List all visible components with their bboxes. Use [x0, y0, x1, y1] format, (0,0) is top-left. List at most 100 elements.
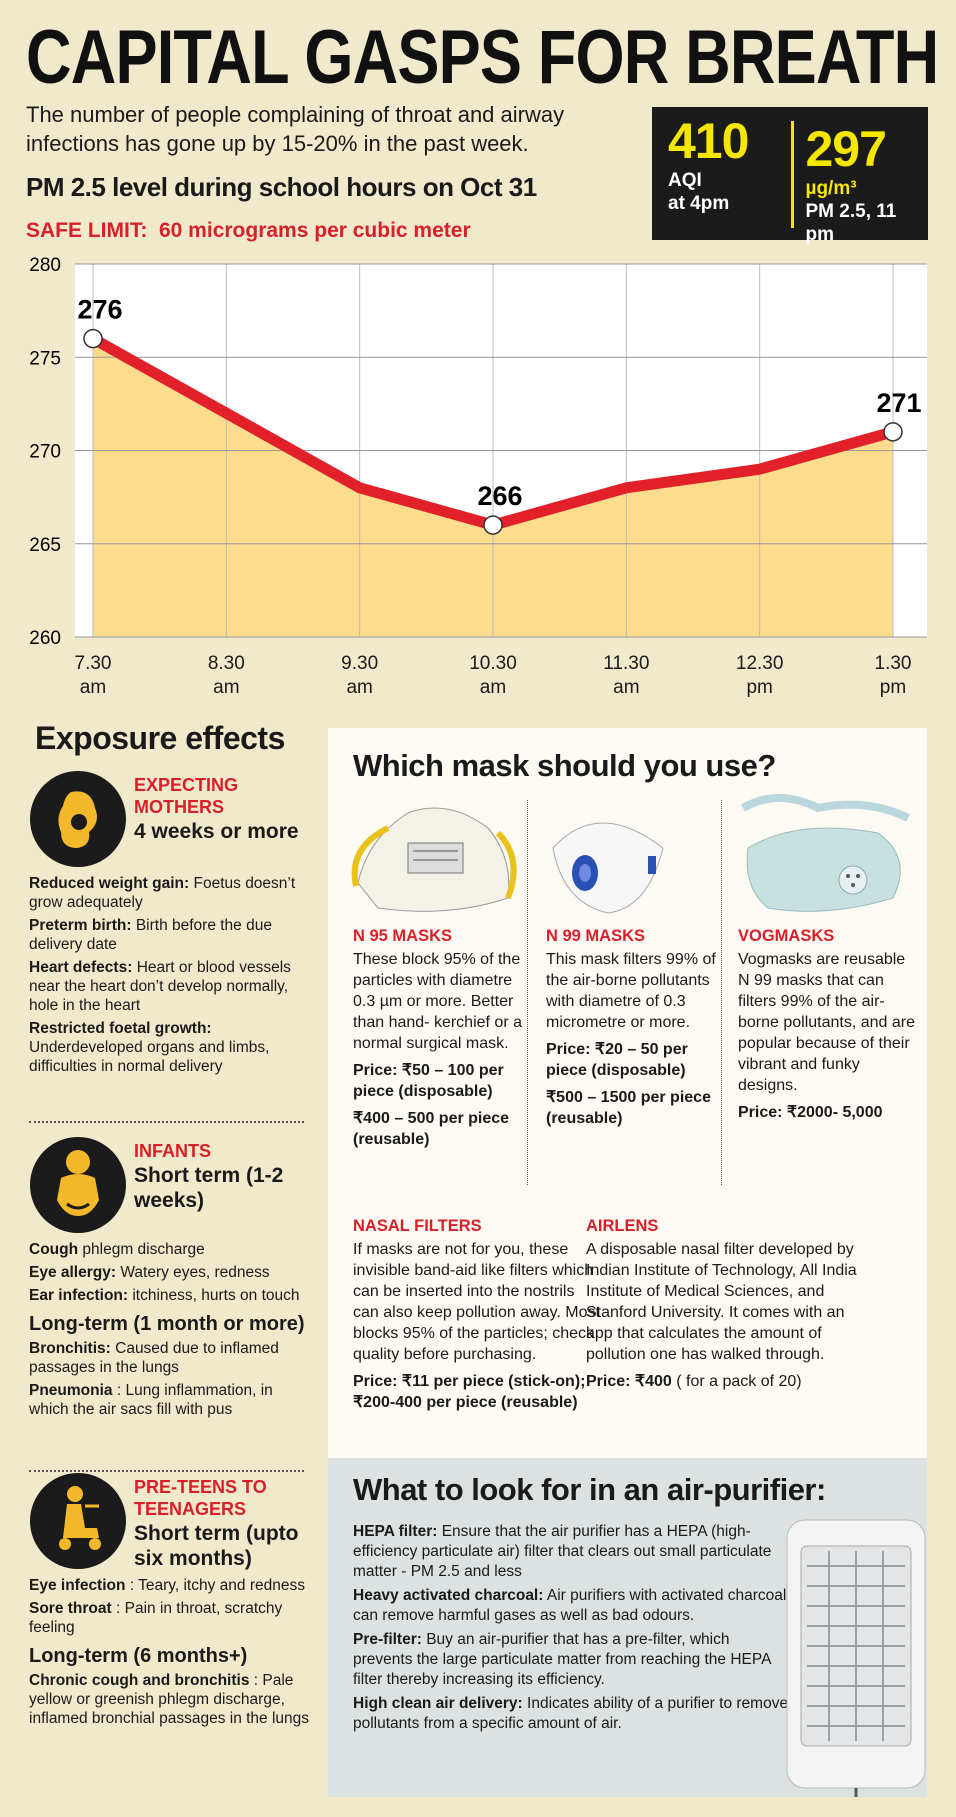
- value-label: 266: [477, 481, 522, 511]
- effect-item: Eye allergy: Watery eyes, redness: [29, 1263, 311, 1282]
- effect-text: : Lung inflammation, in which the air sa…: [29, 1382, 273, 1418]
- effect-item: Cough phlegm discharge: [29, 1240, 311, 1259]
- mask-column: VOGMASKS Vogmasks are reusable N 99 masks…: [738, 926, 916, 1123]
- vogmask-image: [741, 794, 910, 912]
- effect-item: Reduced weight gain: Foetus doesn’t grow…: [29, 874, 311, 912]
- filter-price: Price: ₹400 ( for a pack of 20): [586, 1371, 861, 1392]
- mask-column: N 95 MASKS These block 95% of the particl…: [353, 926, 531, 1150]
- value-label: 276: [77, 295, 122, 325]
- effect-term: Heart defects:: [29, 959, 133, 976]
- y-tick-label: 270: [29, 442, 61, 463]
- filter-column: NASAL FILTERS If masks are not for you, t…: [353, 1216, 601, 1413]
- effect-term: Preterm birth:: [29, 917, 132, 934]
- purifier-item: High clean air delivery: Indicates abili…: [353, 1694, 793, 1734]
- effect-text: Heart or blood vessels near the heart do…: [29, 959, 291, 1014]
- price-note: ( for a pack of 20): [671, 1373, 802, 1390]
- effect-term: Chronic cough and bronchitis: [29, 1672, 250, 1689]
- exposure-group: PRE-TEENS TO TEENAGERS Short term (upto s…: [29, 1472, 311, 1732]
- purifier-item: HEPA filter: Ensure that the air purifie…: [353, 1522, 793, 1582]
- mask-price: Price: ₹20 – 50 per piece (disposable): [546, 1041, 688, 1079]
- purifier-item: Heavy activated charcoal: Air purifiers …: [353, 1586, 793, 1626]
- purifier-image: [786, 1519, 926, 1797]
- stat-note: at 4pm: [668, 193, 730, 214]
- n95-image: [351, 807, 517, 912]
- effect-text: Underdeveloped organs and limbs, difficu…: [29, 1039, 270, 1075]
- x-tick-label: 1.30 pm: [874, 653, 912, 698]
- effect-text: itchiness, hurts on touch: [132, 1287, 300, 1304]
- mask-column: N 99 MASKS This mask filters 99% of the a…: [546, 926, 724, 1129]
- purifier-text: Air purifiers with activated charcoal ca…: [353, 1587, 787, 1624]
- section-title: What to look for in an air-purifier:: [353, 1472, 826, 1507]
- group-header: PRE-TEENS TO TEENAGERS Short term (upto s…: [29, 1472, 311, 1576]
- group-header: EXPECTING MOTHERS 4 weeks or more: [29, 770, 311, 874]
- price-value: Price: ₹11 per piece (stick-on); ₹200-40…: [353, 1373, 586, 1411]
- mask-images: [351, 794, 910, 914]
- effect-text: : Teary, itchy and redness: [129, 1577, 305, 1594]
- stat-unit: AQI: [668, 170, 702, 191]
- effect-term: Eye infection: [29, 1577, 126, 1594]
- mask-text: These block 95% of the particles with di…: [353, 951, 522, 1052]
- long-term-heading: Long-term (6 months+): [29, 1645, 248, 1667]
- purifier-term: HEPA filter:: [353, 1523, 438, 1540]
- group-icon: [30, 1473, 126, 1569]
- x-tick-label: 10.30 am: [469, 653, 517, 698]
- group-duration: 4 weeks or more: [134, 820, 299, 843]
- effect-text: Birth before the due delivery date: [29, 917, 272, 953]
- purifier-term: Heavy activated charcoal:: [353, 1587, 544, 1604]
- purifier-item: Pre-filter: Buy an air-purifier that has…: [353, 1630, 793, 1690]
- x-tick-label: 7.30 am: [74, 653, 112, 698]
- x-tick-label: 11.30 am: [603, 653, 650, 698]
- n99-image: [552, 822, 664, 914]
- long-term-heading: Long-term (1 month or more): [29, 1313, 305, 1335]
- stat: 410 AQI at 4pm: [652, 107, 791, 240]
- separator: [29, 1121, 304, 1123]
- purifier-text: Indicates ability of a purifier to remov…: [353, 1695, 789, 1732]
- filter-price: Price: ₹11 per piece (stick-on); ₹200-40…: [353, 1371, 601, 1413]
- group-duration: Short term (upto six months): [134, 1522, 299, 1570]
- effect-term: Reduced weight gain:: [29, 875, 190, 892]
- filter-name: NASAL FILTERS: [353, 1217, 482, 1235]
- group-name: INFANTS: [134, 1141, 212, 1161]
- mask-price: Price: ₹2000- 5,000: [738, 1104, 883, 1121]
- effect-text: Watery eyes, redness: [120, 1264, 270, 1281]
- effect-item: Eye infection : Teary, itchy and redness: [29, 1576, 311, 1595]
- group-icon: [30, 1137, 126, 1233]
- point: [83, 328, 103, 349]
- exposure-group: INFANTS Short term (1-2 weeks) Cough phleg…: [29, 1136, 311, 1423]
- group-name: PRE-TEENS TO TEENAGERS: [134, 1477, 267, 1519]
- group-duration: Short term (1-2 weeks): [134, 1164, 284, 1212]
- purifier-list: HEPA filter: Ensure that the air purifie…: [353, 1522, 793, 1738]
- purifier-term: High clean air delivery:: [353, 1695, 523, 1712]
- y-tick-label: 260: [29, 628, 61, 649]
- effect-term: Cough: [29, 1241, 79, 1258]
- effect-item: Ear infection: itchiness, hurts on touch: [29, 1286, 311, 1305]
- mask-price: ₹400 – 500 per piece (reusable): [353, 1110, 510, 1148]
- effect-item: Pneumonia : Lung inflammation, in which …: [29, 1381, 311, 1419]
- group-heading: EXPECTING MOTHERS 4 weeks or more: [134, 774, 299, 844]
- effect-text: phlegm discharge: [82, 1241, 205, 1258]
- mask-price: ₹500 – 1500 per piece (reusable): [546, 1089, 711, 1127]
- mask-name: N 99 MASKS: [546, 927, 646, 945]
- mask-text: Vogmasks are reusable N 99 masks that ca…: [738, 951, 916, 1094]
- filter-column: AIRLENS A disposable nasal filter develop…: [586, 1216, 861, 1392]
- stat-note: PM 2.5, 11 pm: [805, 201, 897, 245]
- effect-term: Sore throat: [29, 1600, 112, 1617]
- mask-name: N 95 MASKS: [353, 927, 453, 945]
- effect-item: Restricted foetal growth: Underdeveloped…: [29, 1019, 311, 1076]
- area: [93, 338, 893, 637]
- mask-name: VOGMASKS: [738, 927, 835, 945]
- subtitle: The number of people complaining of thro…: [26, 102, 565, 156]
- group-heading: INFANTS Short term (1-2 weeks): [134, 1140, 283, 1213]
- separator: [721, 800, 722, 1185]
- purifier-panel: What to look for in an air-purifier: HEP…: [328, 1458, 927, 1797]
- chart: 260 265 270 275 280 276 266 271: [29, 255, 927, 649]
- effect-item: Bronchitis: Caused due to inflamed passa…: [29, 1339, 311, 1377]
- group-name: EXPECTING MOTHERS: [134, 775, 239, 817]
- purifier-text: Buy an air-purifier that has a pre-filte…: [353, 1631, 771, 1688]
- filter-text: A disposable nasal filter developed by I…: [586, 1241, 857, 1363]
- y-tick-label: 275: [29, 348, 61, 369]
- x-tick-label: 8.30 am: [207, 653, 245, 698]
- group-header: INFANTS Short term (1-2 weeks): [29, 1136, 311, 1240]
- group-icon: [30, 771, 126, 867]
